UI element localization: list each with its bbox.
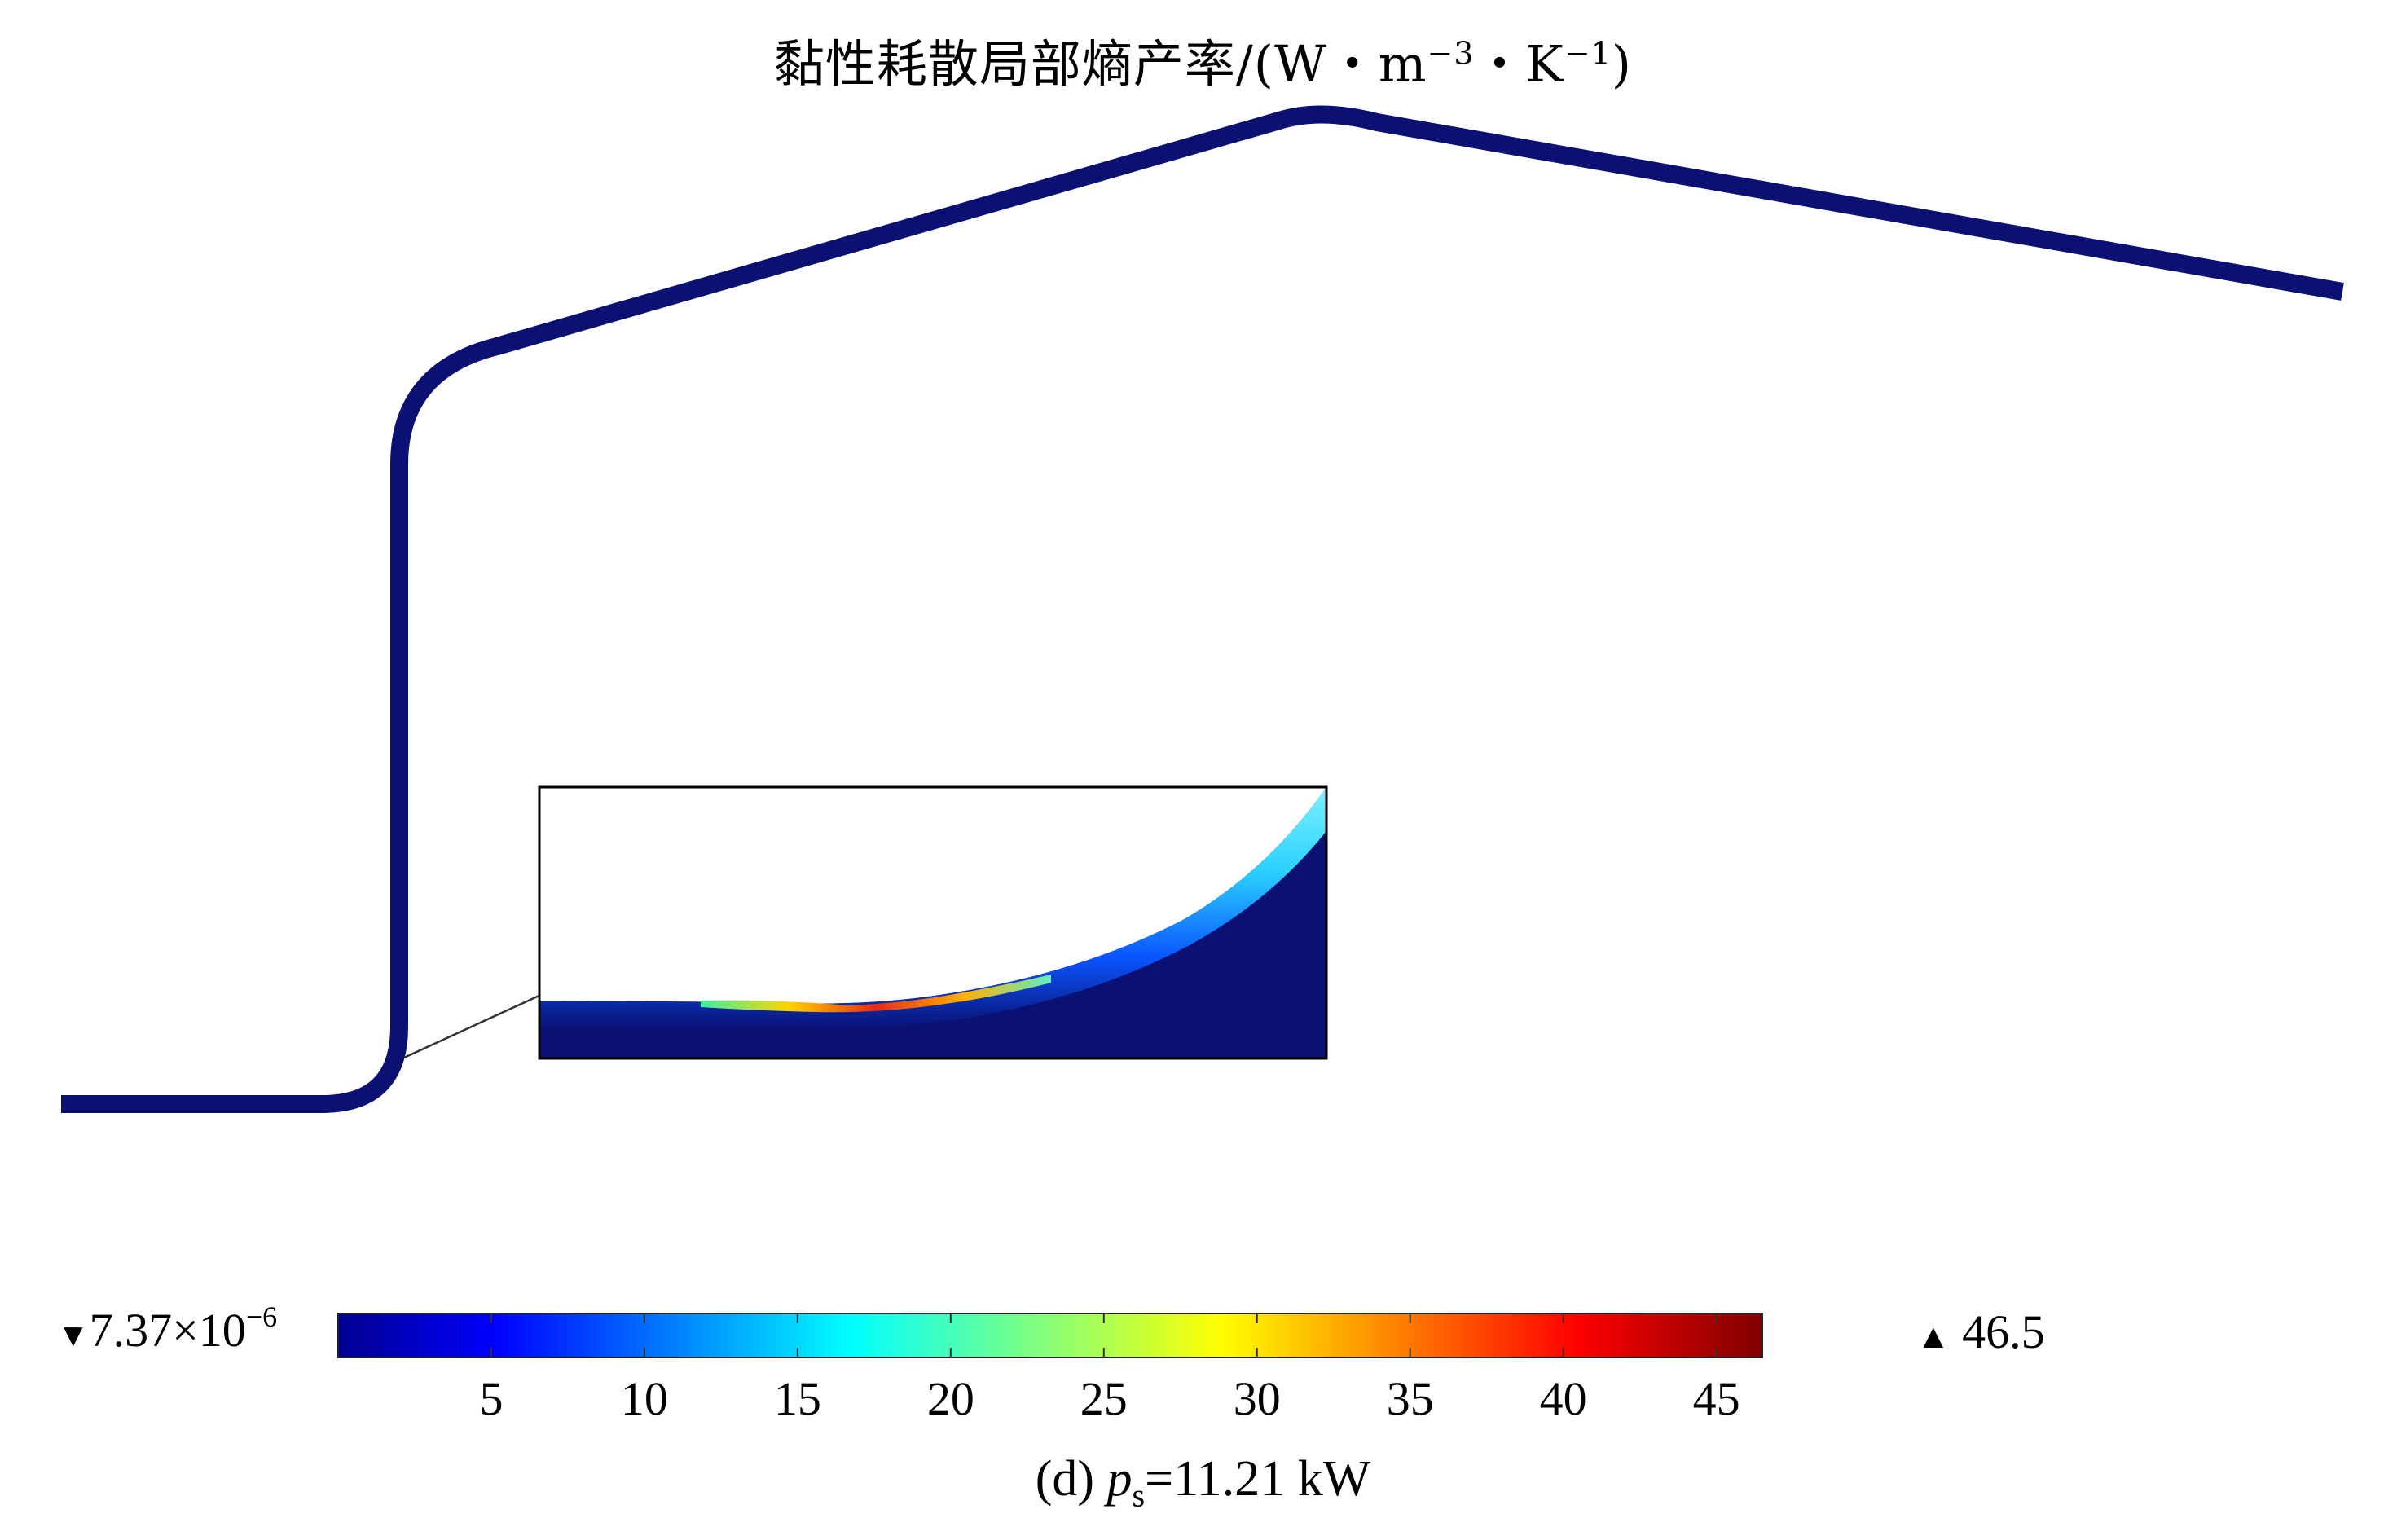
colorbar-ticks: 5 10 15 20 25 30 35 40 45 <box>479 1313 1740 1425</box>
inset-field-base <box>539 787 1326 1058</box>
colorbar-min-label: ▼7.37×10−6 <box>57 1300 277 1357</box>
zoom-connector-line <box>403 992 543 1059</box>
colorbar-tick-label: 40 <box>1540 1372 1587 1425</box>
chart-title: 黏性耗散局部熵产率/(W・m−3・K−1) <box>773 34 1633 94</box>
colorbar-tick-label: 45 <box>1693 1372 1740 1425</box>
colorbar-tick-label: 5 <box>479 1372 503 1425</box>
colorbar-tick-label: 35 <box>1387 1372 1434 1425</box>
figure-caption: (d) ps=11.21 kW <box>1035 1451 1371 1514</box>
colorbar-tick-label: 20 <box>927 1372 974 1425</box>
inset-zoom-panel <box>538 785 1328 1060</box>
pipe-geometry <box>61 105 2344 1113</box>
colorbar <box>337 1313 1763 1358</box>
colorbar-gradient <box>337 1313 1763 1358</box>
inset-frame <box>538 785 1328 1060</box>
colorbar-tick-label: 15 <box>774 1372 821 1425</box>
colorbar-tick-label: 30 <box>1234 1372 1281 1425</box>
inset-hot-zone <box>701 975 1051 1013</box>
colorbar-tick-label: 25 <box>1080 1372 1128 1425</box>
inset-boundary-layer <box>539 787 1326 1031</box>
colorbar-max-label: ▲ 46.5 <box>1916 1305 2045 1358</box>
colorbar-tick-label: 10 <box>621 1372 668 1425</box>
